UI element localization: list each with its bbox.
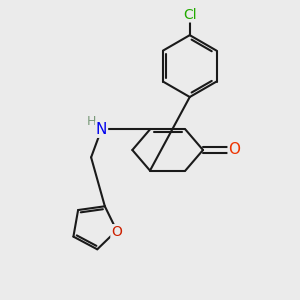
Text: H: H: [86, 115, 96, 128]
Text: Cl: Cl: [183, 8, 196, 22]
Text: N: N: [96, 122, 107, 137]
Text: O: O: [111, 225, 122, 239]
Text: O: O: [229, 142, 241, 158]
